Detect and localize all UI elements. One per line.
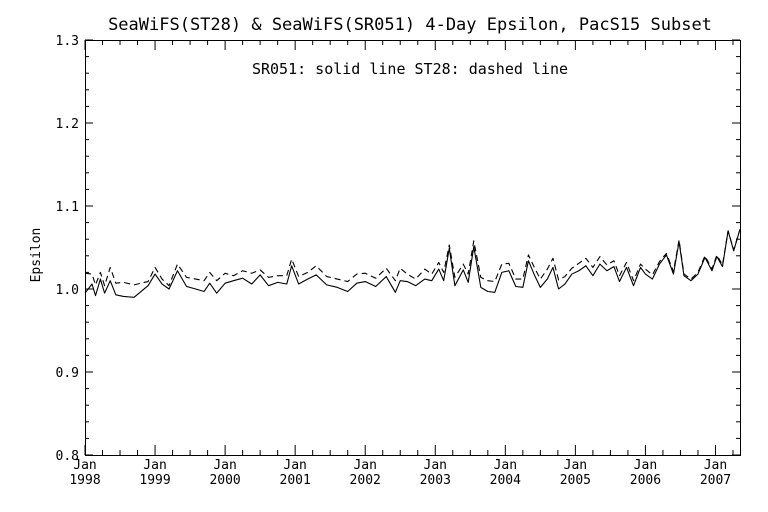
- y-tick-label: 0.9: [56, 366, 79, 381]
- x-tick-label-month: Jan: [73, 458, 96, 473]
- x-tick-label-month: Jan: [213, 458, 236, 473]
- x-tick-label-month: Jan: [634, 458, 657, 473]
- series-style-note: SR051: solid line ST28: dashed line: [252, 60, 568, 78]
- y-tick-label: 1.0: [56, 283, 79, 298]
- x-tick-label-year: 1998: [69, 473, 100, 488]
- x-tick-label-month: Jan: [283, 458, 306, 473]
- x-tick-label-year: 2007: [700, 473, 731, 488]
- x-tick-label-year: 2002: [350, 473, 381, 488]
- x-tick-label-month: Jan: [353, 458, 376, 473]
- y-axis-label: Epsilon: [29, 228, 44, 283]
- axis-ticks: [84, 39, 740, 456]
- y-tick-label: 1.3: [56, 34, 79, 49]
- x-tick-label-month: Jan: [494, 458, 517, 473]
- y-tick-label: 0.8: [56, 449, 79, 464]
- x-tick-label-year: 1999: [139, 473, 170, 488]
- x-tick-label-year: 2000: [209, 473, 240, 488]
- tick-labels: 0.80.91.01.11.21.3Jan1998Jan1999Jan2000J…: [56, 34, 732, 488]
- data-series: [84, 229, 741, 298]
- x-tick-label-year: 2001: [280, 473, 311, 488]
- x-tick-label-month: Jan: [704, 458, 727, 473]
- x-tick-label-year: 2004: [490, 473, 521, 488]
- chart-title: SeaWiFS(ST28) & SeaWiFS(SR051) 4-Day Eps…: [108, 15, 712, 35]
- st28-dashed-series: [84, 229, 741, 287]
- x-tick-label-year: 2005: [560, 473, 591, 488]
- x-tick-label-year: 2003: [420, 473, 451, 488]
- x-tick-label-month: Jan: [424, 458, 447, 473]
- x-tick-label-month: Jan: [564, 458, 587, 473]
- x-tick-label-year: 2006: [630, 473, 661, 488]
- y-tick-label: 1.1: [56, 200, 79, 215]
- x-tick-label-month: Jan: [143, 458, 166, 473]
- plot-frame: [85, 40, 741, 456]
- y-tick-label: 1.2: [56, 117, 79, 132]
- sr051-solid-series: [84, 229, 741, 298]
